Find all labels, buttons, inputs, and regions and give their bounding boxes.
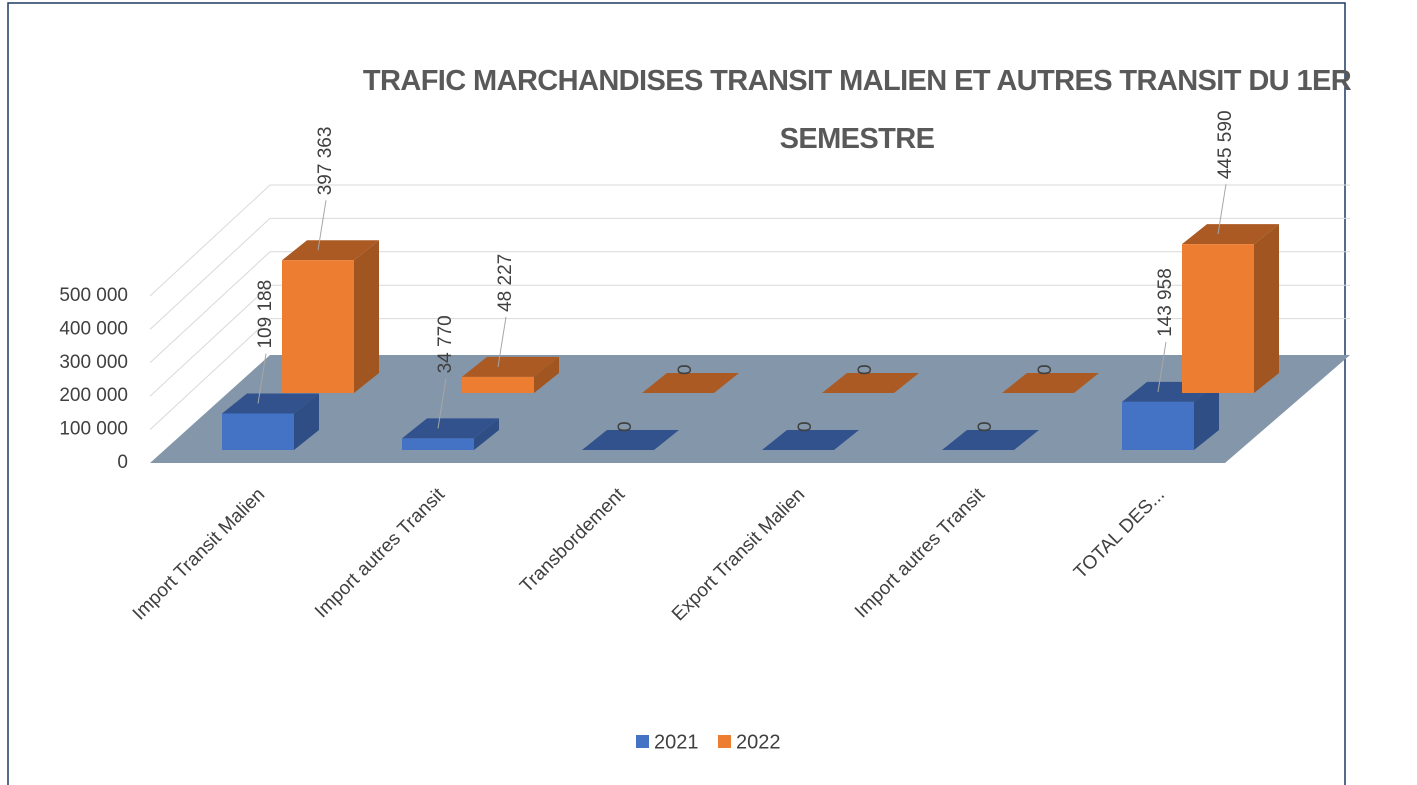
- bar: [222, 393, 319, 450]
- data-label: 0: [675, 364, 696, 375]
- bar-top: [1002, 373, 1099, 393]
- bar: [822, 373, 919, 393]
- x-tick-label: Export Transit Malien: [668, 484, 809, 625]
- leader-line: [497, 316, 507, 367]
- bar: [762, 430, 859, 450]
- y-tick-label: 400 000: [59, 318, 128, 339]
- data-label: 109 188: [255, 280, 276, 349]
- y-tick-label: 500 000: [59, 285, 128, 306]
- y-tick-label: 200 000: [59, 385, 128, 406]
- bar-front: [462, 376, 534, 393]
- legend-label: 2021: [654, 731, 699, 753]
- bar-top: [762, 430, 859, 450]
- bar-side: [1254, 224, 1279, 393]
- data-label: 143 958: [1155, 268, 1176, 337]
- grid-line: [149, 318, 271, 430]
- y-tick-label: 300 000: [59, 352, 128, 373]
- bar-side: [534, 356, 559, 393]
- bar-top: [642, 373, 739, 393]
- leader-line: [317, 200, 327, 251]
- data-label: 48 227: [495, 254, 516, 312]
- x-tick-label: Import autres Transit: [311, 484, 450, 623]
- bar-side: [1194, 381, 1219, 450]
- bar: [942, 430, 1039, 450]
- bar-top: [462, 356, 559, 377]
- x-tick-label: Transbordement: [516, 484, 629, 597]
- data-label: 445 590: [1215, 110, 1236, 179]
- bar: [282, 240, 379, 393]
- bar-top: [1182, 224, 1279, 245]
- bar-front: [402, 438, 474, 450]
- bar: [1182, 224, 1279, 393]
- data-label: 0: [795, 421, 816, 432]
- bar-top: [402, 418, 499, 439]
- bar-top: [222, 393, 319, 414]
- frame: [7, 2, 1346, 785]
- chart-title: TRAFIC MARCHANDISES TRANSIT MALIEN ET AU…: [362, 65, 1352, 155]
- x-tick-label: TOTAL DES...: [1070, 484, 1169, 583]
- leader-line: [257, 353, 267, 404]
- x-tick-label: Import Transit Malien: [129, 484, 269, 624]
- leader-line: [1157, 341, 1167, 392]
- bar-top: [822, 373, 919, 393]
- bar-front: [1122, 401, 1194, 450]
- legend-swatch: [636, 735, 649, 748]
- bar-front: [282, 260, 354, 393]
- data-label: 34 770: [435, 315, 456, 373]
- data-label: 0: [1035, 364, 1056, 375]
- x-tick-label: Import autres Transit: [851, 484, 990, 623]
- bar-side: [474, 418, 499, 450]
- bar-top: [582, 430, 679, 450]
- bar-front: [222, 413, 294, 450]
- legend-label: 2022: [736, 731, 781, 753]
- data-label: 0: [615, 421, 636, 432]
- y-tick-label: 100 000: [59, 419, 128, 440]
- grid-line: [149, 284, 271, 397]
- data-label: 0: [855, 364, 876, 375]
- grid-line: [149, 251, 271, 364]
- y-tick-label: 0: [117, 452, 128, 473]
- bar: [462, 356, 559, 393]
- bar: [582, 430, 679, 450]
- legend-swatch: [718, 735, 731, 748]
- data-label: 0: [975, 421, 996, 432]
- bar-side: [294, 393, 319, 450]
- bar-top: [942, 430, 1039, 450]
- bar: [642, 373, 739, 393]
- grid-line: [149, 218, 271, 330]
- bar-front: [1182, 244, 1254, 393]
- leader-line: [1217, 184, 1227, 235]
- bar: [402, 418, 499, 450]
- bar: [1002, 373, 1099, 393]
- bar-side: [354, 240, 379, 393]
- bar-top: [282, 240, 379, 261]
- data-label: 397 363: [315, 127, 336, 196]
- grid-line: [149, 184, 271, 297]
- leader-line: [437, 378, 447, 429]
